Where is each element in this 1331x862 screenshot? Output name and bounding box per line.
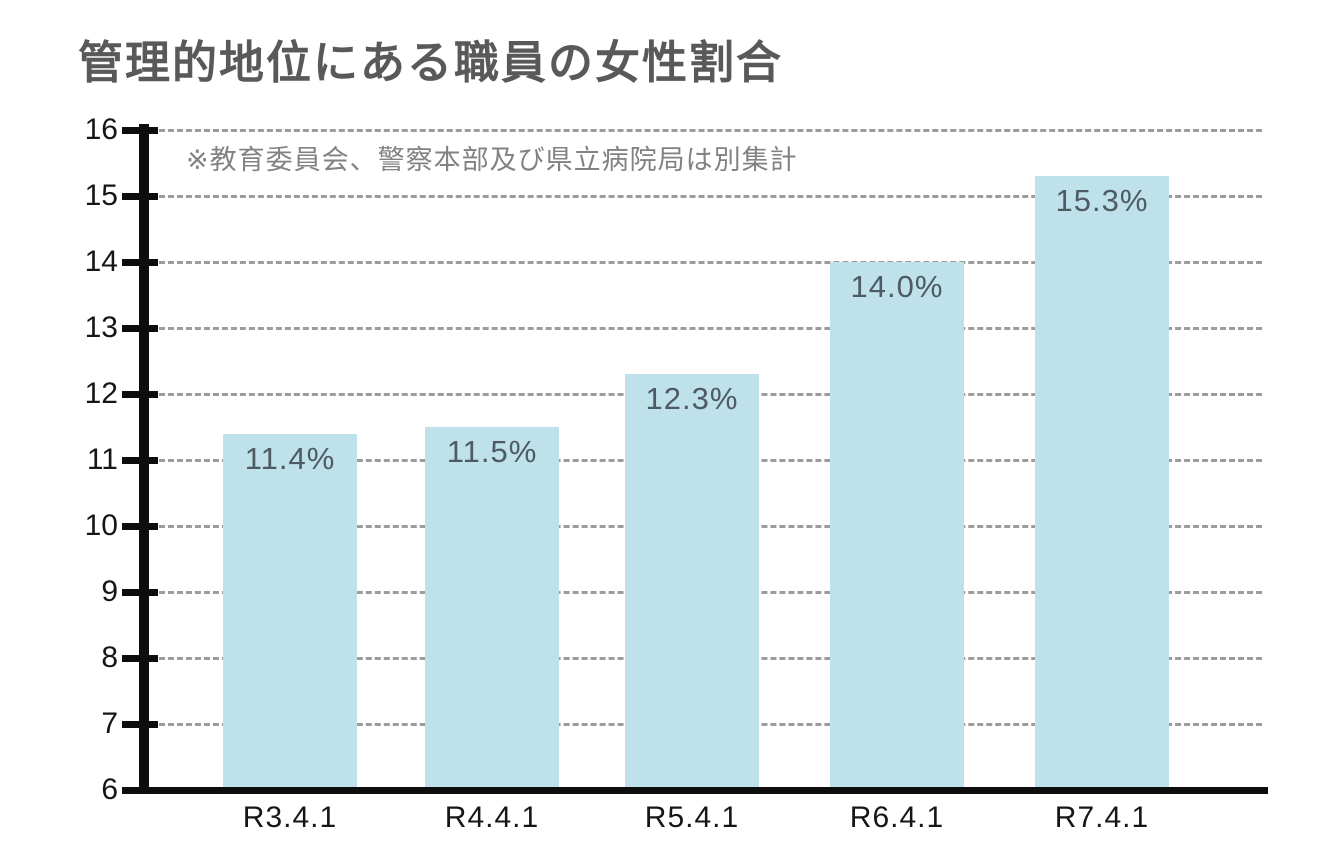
y-axis-label: 6 xyxy=(101,773,118,806)
x-axis-label: R4.4.1 xyxy=(444,801,540,834)
bar-value-label: 11.5% xyxy=(446,434,538,469)
y-axis-label: 7 xyxy=(101,707,118,740)
gridline xyxy=(150,260,1262,264)
x-axis-label: R5.4.1 xyxy=(644,801,740,834)
chart-note: ※教育委員会、警察本部及び県立病院局は別集計 xyxy=(186,145,798,175)
y-axis-label: 8 xyxy=(101,641,118,674)
bar xyxy=(425,427,559,790)
chart-title: 管理的地位にある職員の女性割合 xyxy=(78,37,784,88)
gridline xyxy=(150,194,1262,198)
bar-value-label: 11.4% xyxy=(244,440,336,476)
gridline xyxy=(150,128,1262,132)
bar xyxy=(830,262,964,790)
bar xyxy=(1035,176,1169,790)
x-axis-label: R3.4.1 xyxy=(242,801,338,834)
x-axis-label: R7.4.1 xyxy=(1054,801,1150,834)
bar-value-label: 12.3% xyxy=(645,381,739,417)
gridline xyxy=(150,326,1262,330)
y-axis-label: 14 xyxy=(84,245,118,278)
y-axis-label: 10 xyxy=(84,509,118,542)
y-axis-label: 9 xyxy=(101,575,118,608)
y-axis-line xyxy=(139,124,149,794)
y-axis-label: 15 xyxy=(84,179,118,212)
y-axis-label: 13 xyxy=(84,311,118,344)
x-axis-line xyxy=(122,786,1268,794)
y-axis-label: 16 xyxy=(84,113,118,146)
bar xyxy=(223,433,357,790)
y-axis-label: 12 xyxy=(84,377,118,410)
y-axis-label: 11 xyxy=(86,443,118,476)
bar-value-label: 15.3% xyxy=(1055,183,1149,219)
bar xyxy=(625,374,759,790)
x-axis-label: R6.4.1 xyxy=(849,801,945,834)
bar-value-label: 14.0% xyxy=(850,269,944,304)
